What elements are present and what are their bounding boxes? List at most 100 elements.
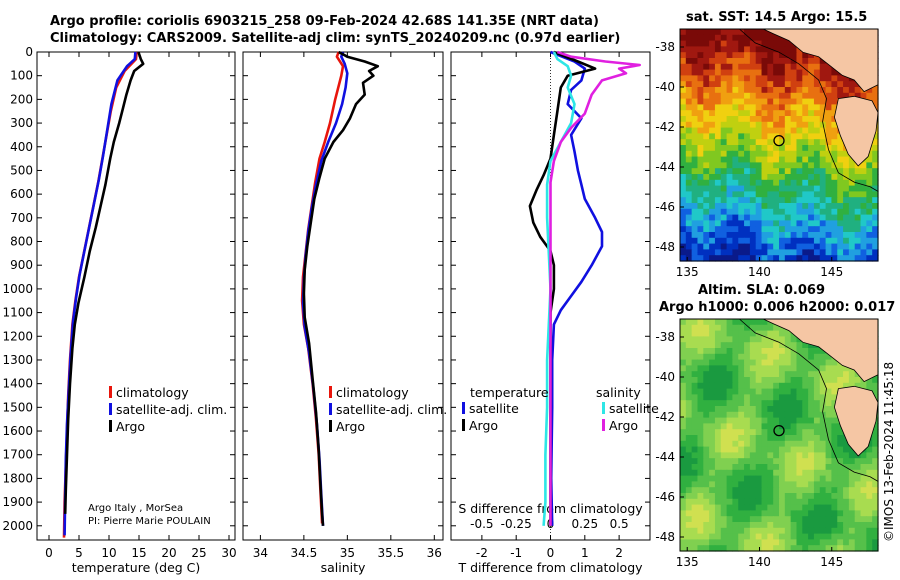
map-cell xyxy=(703,429,710,436)
map-cell xyxy=(872,214,879,221)
header-line-1: Argo profile: coriolis 6903215_258 09-Fe… xyxy=(50,14,599,29)
map-cell xyxy=(808,458,815,465)
map-cell xyxy=(738,139,745,146)
map-cell xyxy=(732,493,739,500)
map-cell xyxy=(744,458,751,465)
map-cell xyxy=(825,203,833,210)
map-cell xyxy=(808,487,815,494)
map-cell xyxy=(726,487,734,494)
map-cell xyxy=(709,127,716,134)
map-cell xyxy=(755,208,763,216)
map-cell xyxy=(691,255,699,262)
map-cell xyxy=(784,342,792,349)
map-cell xyxy=(697,423,704,430)
map-cell xyxy=(738,406,745,413)
map-cell xyxy=(848,527,856,535)
map-cell xyxy=(808,150,815,158)
map-cell xyxy=(848,214,856,221)
map-cell xyxy=(848,452,856,459)
map-cell xyxy=(837,162,844,169)
map-cell xyxy=(784,353,792,361)
map-cell xyxy=(813,348,821,355)
map-cell xyxy=(749,214,757,221)
map-cell xyxy=(691,34,699,42)
map-cell xyxy=(703,127,710,134)
map-cell xyxy=(680,46,687,53)
map-cell xyxy=(796,226,803,233)
map-cell xyxy=(784,394,792,401)
map-cell xyxy=(825,185,833,192)
map-cell xyxy=(779,446,786,453)
map-cell xyxy=(749,493,757,500)
map-cell xyxy=(848,504,856,511)
map-cell xyxy=(732,545,739,552)
map-cell xyxy=(790,243,798,250)
map-cell xyxy=(703,168,710,175)
map-cell xyxy=(773,510,780,517)
map-cell xyxy=(709,429,716,436)
map-cell xyxy=(837,75,844,82)
map-cell xyxy=(837,504,844,511)
map-cell xyxy=(738,394,745,401)
map-cell xyxy=(872,145,879,152)
map-cell xyxy=(837,498,844,506)
map-cell xyxy=(831,220,838,227)
map-cell xyxy=(784,87,792,94)
map-cell xyxy=(790,226,798,233)
map-cell xyxy=(872,516,879,523)
map-cell xyxy=(790,174,798,181)
map-cell xyxy=(843,162,850,169)
map-cell xyxy=(860,255,867,262)
map-cell xyxy=(831,429,838,436)
map-cell xyxy=(755,545,763,552)
map-cell xyxy=(784,359,792,366)
map-cell xyxy=(843,539,850,546)
map-cell xyxy=(703,92,710,100)
map-cell xyxy=(732,226,739,233)
map-cell xyxy=(755,469,763,477)
map-cell xyxy=(703,69,710,76)
legend-swatch xyxy=(109,420,112,432)
map-cell xyxy=(802,162,809,169)
map-cell xyxy=(819,162,827,169)
map-cell xyxy=(773,168,780,175)
map-cell xyxy=(802,121,809,129)
map-cell xyxy=(796,522,803,529)
map-cell xyxy=(866,452,873,459)
map-cell xyxy=(784,493,792,500)
map-cell xyxy=(732,429,739,436)
map-cell xyxy=(854,191,862,198)
map-cell xyxy=(732,423,739,430)
map-cell xyxy=(819,464,827,471)
map-cell xyxy=(732,52,739,59)
map-cell xyxy=(691,458,699,465)
map-cell xyxy=(697,545,704,552)
map-cell xyxy=(848,81,856,88)
map-cell xyxy=(831,243,838,250)
map-cell xyxy=(749,411,757,419)
map-cell xyxy=(825,498,833,506)
map-cell xyxy=(749,440,757,448)
map-cell xyxy=(732,539,739,546)
map-cell xyxy=(825,452,833,459)
map-cell xyxy=(872,243,879,250)
map-cell xyxy=(738,208,745,216)
map-cell xyxy=(808,208,815,216)
map-cell xyxy=(703,75,710,82)
map-cell xyxy=(790,353,798,361)
map-cell xyxy=(848,208,856,216)
map-cell xyxy=(831,417,838,424)
map-cell xyxy=(755,533,763,540)
map-cell xyxy=(808,539,815,546)
map-cell xyxy=(744,40,751,47)
map-cell xyxy=(680,371,687,378)
map-cell xyxy=(755,150,763,158)
map-cell xyxy=(784,522,792,529)
map-cell xyxy=(720,319,728,326)
map-cell xyxy=(703,493,710,500)
map-cell xyxy=(697,417,704,424)
map-cell xyxy=(697,452,704,459)
map-cell xyxy=(744,411,751,419)
map-cell xyxy=(831,371,838,378)
map-cell xyxy=(720,429,728,436)
